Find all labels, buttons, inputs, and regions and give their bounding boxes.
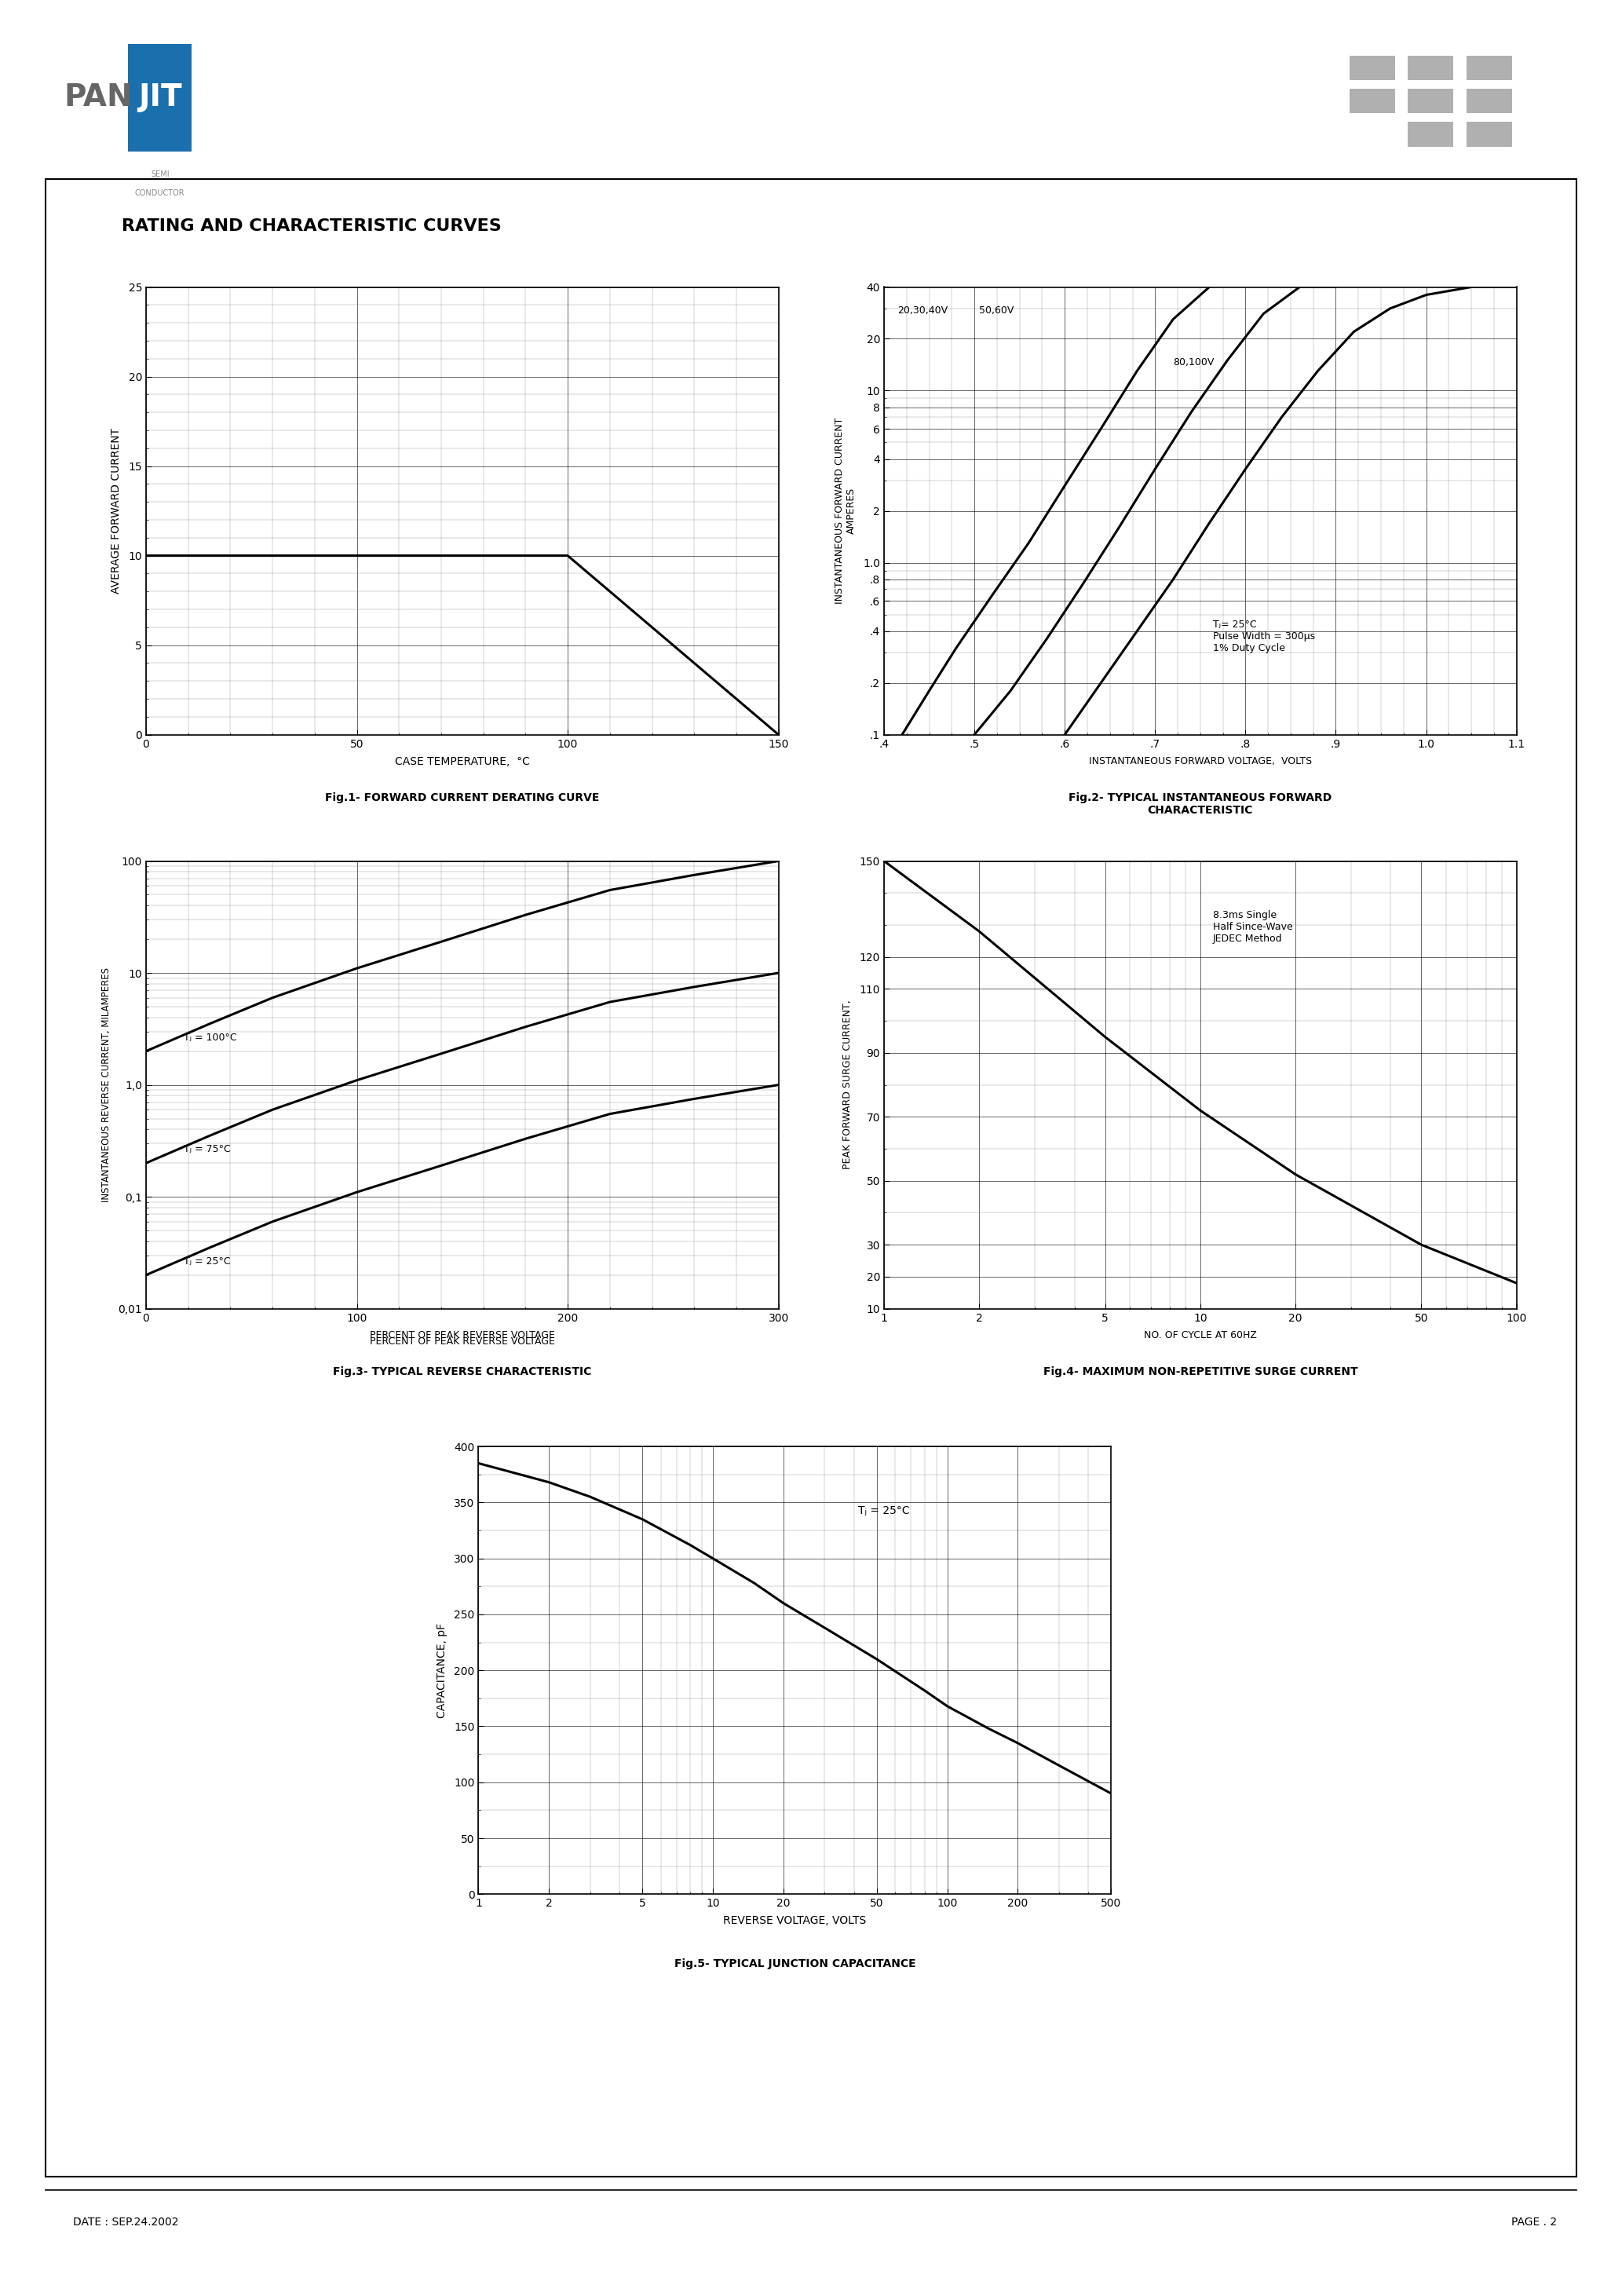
X-axis label: PERCENT OF PEAK REVERSE VOLTAGE: PERCENT OF PEAK REVERSE VOLTAGE [370, 1329, 555, 1341]
Bar [1350, 90, 1395, 113]
Text: DATE : SEP.24.2002: DATE : SEP.24.2002 [73, 2218, 178, 2227]
X-axis label: REVERSE VOLTAGE, VOLTS: REVERSE VOLTAGE, VOLTS [723, 1915, 866, 1926]
Text: 50,60V: 50,60V [980, 305, 1014, 317]
Text: JIT: JIT [138, 83, 182, 113]
Bar [1408, 55, 1453, 80]
Text: Fig.4- MAXIMUM NON-REPETITIVE SURGE CURRENT: Fig.4- MAXIMUM NON-REPETITIVE SURGE CURR… [1043, 1366, 1358, 1378]
Bar [1466, 55, 1512, 80]
X-axis label: INSTANTANEOUS FORWARD VOLTAGE,  VOLTS: INSTANTANEOUS FORWARD VOLTAGE, VOLTS [1088, 755, 1312, 767]
X-axis label: CASE TEMPERATURE,  °C: CASE TEMPERATURE, °C [394, 755, 530, 767]
Text: 8.3ms Single
Half Since-Wave
JEDEC Method: 8.3ms Single Half Since-Wave JEDEC Metho… [1213, 909, 1293, 944]
Text: Tⱼ = 25°C: Tⱼ = 25°C [858, 1504, 910, 1515]
Text: Fig.5- TYPICAL JUNCTION CAPACITANCE: Fig.5- TYPICAL JUNCTION CAPACITANCE [675, 1958, 915, 1970]
Text: PAN: PAN [65, 83, 133, 113]
Text: Tⱼ = 75°C: Tⱼ = 75°C [183, 1143, 230, 1155]
X-axis label: NO. OF CYCLE AT 60HZ: NO. OF CYCLE AT 60HZ [1144, 1329, 1257, 1341]
Text: Fig.2- TYPICAL INSTANTANEOUS FORWARD
CHARACTERISTIC: Fig.2- TYPICAL INSTANTANEOUS FORWARD CHA… [1069, 792, 1332, 815]
Y-axis label: AVERAGE FORWARD CURRENT: AVERAGE FORWARD CURRENT [110, 427, 122, 595]
Text: Fig.1- FORWARD CURRENT DERATING CURVE: Fig.1- FORWARD CURRENT DERATING CURVE [324, 792, 600, 804]
Text: CONDUCTOR: CONDUCTOR [135, 188, 185, 197]
Text: 80,100V: 80,100V [1173, 358, 1215, 367]
Bar [1408, 122, 1453, 147]
FancyBboxPatch shape [128, 44, 191, 152]
Bar [1408, 90, 1453, 113]
Text: 20,30,40V: 20,30,40V [897, 305, 947, 317]
Y-axis label: INSTANTANEOUS FORWARD CURRENT
AMPERES: INSTANTANEOUS FORWARD CURRENT AMPERES [834, 418, 856, 604]
Text: Tⱼ = 100°C: Tⱼ = 100°C [183, 1033, 237, 1042]
Text: Tⱼ= 25°C
Pulse Width = 300μs
1% Duty Cycle: Tⱼ= 25°C Pulse Width = 300μs 1% Duty Cyc… [1213, 620, 1315, 652]
Text: PERCENT OF PEAK REVERSE VOLTAGE: PERCENT OF PEAK REVERSE VOLTAGE [370, 1336, 555, 1345]
Bar [1466, 122, 1512, 147]
Text: SEMI: SEMI [151, 170, 169, 179]
Text: Fig.3- TYPICAL REVERSE CHARACTERISTIC: Fig.3- TYPICAL REVERSE CHARACTERISTIC [333, 1366, 592, 1378]
Bar [1466, 90, 1512, 113]
Text: PAGE . 2: PAGE . 2 [1512, 2218, 1557, 2227]
Bar [1350, 55, 1395, 80]
Y-axis label: INSTANTANEOUS REVERSE CURRENT, MILAMPERES: INSTANTANEOUS REVERSE CURRENT, MILAMPERE… [101, 967, 112, 1203]
Y-axis label: PEAK FORWARD SURGE CURRENT,: PEAK FORWARD SURGE CURRENT, [842, 1001, 853, 1169]
Y-axis label: CAPACITANCE, pF: CAPACITANCE, pF [436, 1623, 448, 1717]
Text: RATING AND CHARACTERISTIC CURVES: RATING AND CHARACTERISTIC CURVES [122, 218, 501, 234]
Text: Tⱼ = 25°C: Tⱼ = 25°C [183, 1256, 230, 1267]
